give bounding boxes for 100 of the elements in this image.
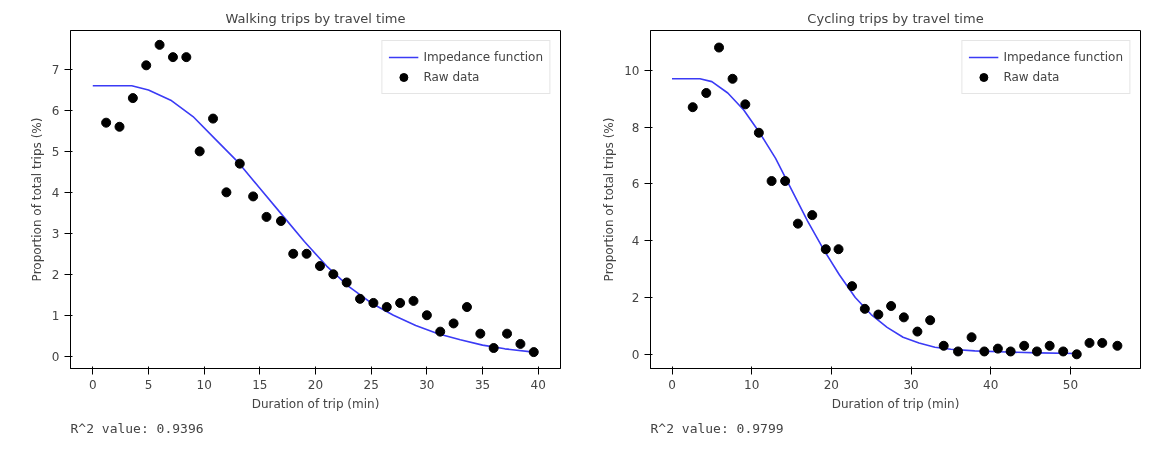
y-tick-label: 5 [51,144,60,159]
x-tick-label: 50 [1062,377,1079,392]
x-tick-label: 40 [530,377,546,392]
x-tick-label: 10 [196,377,212,392]
point [1112,340,1123,351]
y-tick-label: 1 [51,308,60,323]
point [488,343,499,354]
y-tick-label: 0 [51,349,60,364]
chart-title: Walking trips by travel time [225,10,406,26]
point [181,52,192,63]
y-tick-label: 2 [631,290,640,305]
point [912,326,923,337]
point [859,303,870,314]
point [381,302,392,313]
point [288,248,299,259]
point [248,191,259,202]
point [341,277,352,288]
legend-label: Raw data [423,70,480,84]
x-tick-label: 35 [474,377,491,392]
y-tick-label: 2 [51,267,60,282]
point [847,281,858,292]
point [740,99,751,110]
point [792,218,803,229]
x-tick-label: 15 [252,377,268,392]
point [301,248,312,259]
y-axis-title: Proportion of total trips (%) [29,117,44,282]
point [701,88,712,98]
x-tick-label: 30 [903,377,919,392]
point [979,346,990,357]
point [461,302,472,313]
y-tick-label: 3 [51,226,60,241]
point [1071,349,1082,360]
point [833,244,844,255]
y-tick-label: 4 [51,185,60,200]
point [925,315,936,326]
y-tick-label: 4 [631,234,640,249]
x-tick-label: 25 [363,377,379,392]
chart-title: Cycling trips by travel time [807,10,984,26]
point [167,52,178,63]
y-tick-label: 7 [51,62,60,77]
point [194,146,205,157]
point [1084,337,1095,348]
point [528,347,539,358]
legend-label: Impedance function [1003,50,1123,64]
point [101,117,112,128]
point [275,216,286,226]
y-tick-label: 0 [631,347,640,362]
point [966,332,977,343]
point [421,310,432,321]
point [1019,340,1030,351]
point [820,244,831,255]
point [475,328,486,339]
point [766,176,777,187]
point [368,297,379,308]
x-tick-label: 5 [144,377,153,392]
y-tick-label: 6 [631,177,640,192]
point [687,102,698,113]
point [780,176,791,187]
point [807,210,818,221]
point [753,127,764,138]
point [1031,346,1042,357]
point [314,261,325,272]
point [714,42,725,53]
point [127,93,138,104]
point [328,269,339,280]
point [208,113,219,124]
point [114,121,125,132]
text: R^2 value: 0.9799 [650,420,784,436]
point [1005,346,1016,357]
point [886,301,897,311]
x-tick-label: 0 [88,377,97,392]
point [727,73,738,84]
x-tick-label: 40 [983,377,999,392]
point [515,338,526,349]
point [234,158,245,169]
y-tick-label: 8 [631,120,640,135]
x-tick-label: 20 [823,377,840,392]
x-tick-label: 20 [307,377,324,392]
x-tick-label: 0 [668,377,676,392]
point [938,340,949,351]
x-tick-label: 10 [744,377,760,392]
point [898,312,909,323]
point [154,39,165,50]
point [408,295,419,306]
point [953,346,964,357]
text: R^2 value: 0.9396 [70,420,204,436]
point [1044,340,1055,351]
x-tick-label: 30 [419,377,435,392]
point [992,343,1003,354]
point [395,297,406,308]
point [435,326,446,337]
y-tick-label: 10 [624,63,640,78]
x-axis-title: Duration of trip (min) [831,396,960,411]
point [355,293,366,304]
legend-label: Raw data [1003,70,1060,84]
legend-label: Impedance function [423,50,543,64]
point [261,211,272,222]
y-tick-label: 6 [51,103,60,118]
x-axis-title: Duration of trip (min) [251,396,380,411]
y-axis-title: Proportion of total trips (%) [602,117,617,282]
